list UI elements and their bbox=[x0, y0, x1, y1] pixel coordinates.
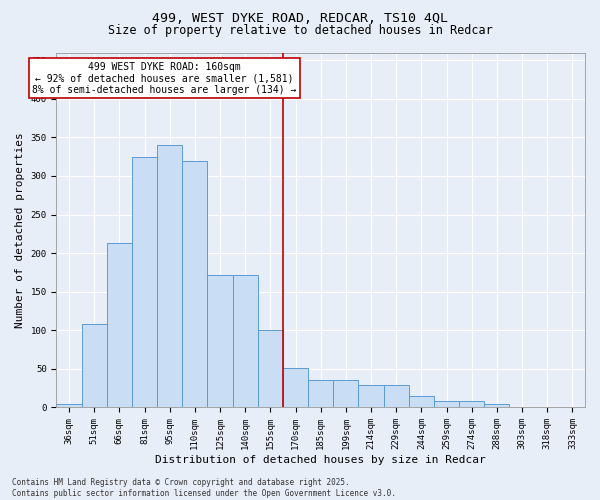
Bar bbox=[509, 406, 535, 408]
X-axis label: Distribution of detached houses by size in Redcar: Distribution of detached houses by size … bbox=[155, 455, 486, 465]
Text: Size of property relative to detached houses in Redcar: Size of property relative to detached ho… bbox=[107, 24, 493, 37]
Bar bbox=[434, 402, 459, 407]
Bar bbox=[459, 402, 484, 407]
Bar bbox=[283, 368, 308, 408]
Text: Contains HM Land Registry data © Crown copyright and database right 2025.
Contai: Contains HM Land Registry data © Crown c… bbox=[12, 478, 396, 498]
Bar bbox=[333, 380, 358, 407]
Bar bbox=[484, 404, 509, 407]
Bar bbox=[56, 404, 82, 407]
Bar bbox=[132, 156, 157, 408]
Bar bbox=[82, 324, 107, 407]
Bar bbox=[157, 145, 182, 407]
Bar bbox=[535, 406, 560, 408]
Bar bbox=[258, 330, 283, 407]
Y-axis label: Number of detached properties: Number of detached properties bbox=[15, 132, 25, 328]
Bar bbox=[409, 396, 434, 407]
Bar bbox=[208, 274, 233, 407]
Text: 499, WEST DYKE ROAD, REDCAR, TS10 4QL: 499, WEST DYKE ROAD, REDCAR, TS10 4QL bbox=[152, 12, 448, 26]
Text: 499 WEST DYKE ROAD: 160sqm
← 92% of detached houses are smaller (1,581)
8% of se: 499 WEST DYKE ROAD: 160sqm ← 92% of deta… bbox=[32, 62, 297, 95]
Bar bbox=[182, 160, 208, 408]
Bar bbox=[233, 274, 258, 407]
Bar bbox=[308, 380, 333, 407]
Bar bbox=[107, 243, 132, 408]
Bar bbox=[358, 385, 383, 407]
Bar bbox=[383, 385, 409, 407]
